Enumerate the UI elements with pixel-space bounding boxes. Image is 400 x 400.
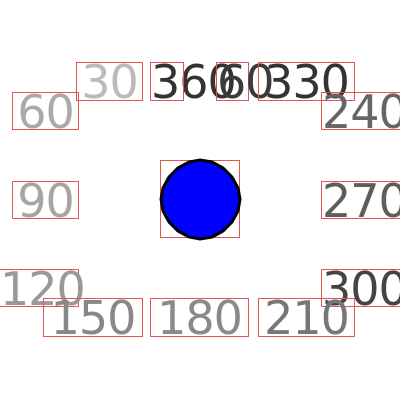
angle-label-30[interactable]: 30 — [76, 59, 143, 105]
angle-label-120[interactable]: 120 — [0, 262, 86, 316]
angle-label-180[interactable]: 180 — [150, 295, 249, 341]
top-group-divider-2 — [216, 62, 217, 101]
angle-label-150[interactable]: 150 — [43, 295, 143, 341]
angle-label-90[interactable]: 90 — [12, 178, 79, 224]
angle-label-210[interactable]: 210 — [258, 295, 355, 341]
angle-label-270[interactable]: 270 — [321, 178, 400, 224]
center-knob-shape — [159, 158, 242, 241]
angle-label-330[interactable]: 330 — [258, 59, 355, 105]
angle-label-60-top[interactable]: 60 — [216, 55, 275, 109]
center-knob-icon[interactable] — [158, 157, 242, 241]
angle-label-240[interactable]: 240 — [321, 89, 400, 135]
angle-label-360[interactable]: 360 — [150, 55, 237, 109]
angle-label-60[interactable]: 60 — [12, 89, 79, 135]
angle-label-300[interactable]: 300 — [321, 266, 400, 312]
top-group-divider-1 — [183, 62, 184, 101]
